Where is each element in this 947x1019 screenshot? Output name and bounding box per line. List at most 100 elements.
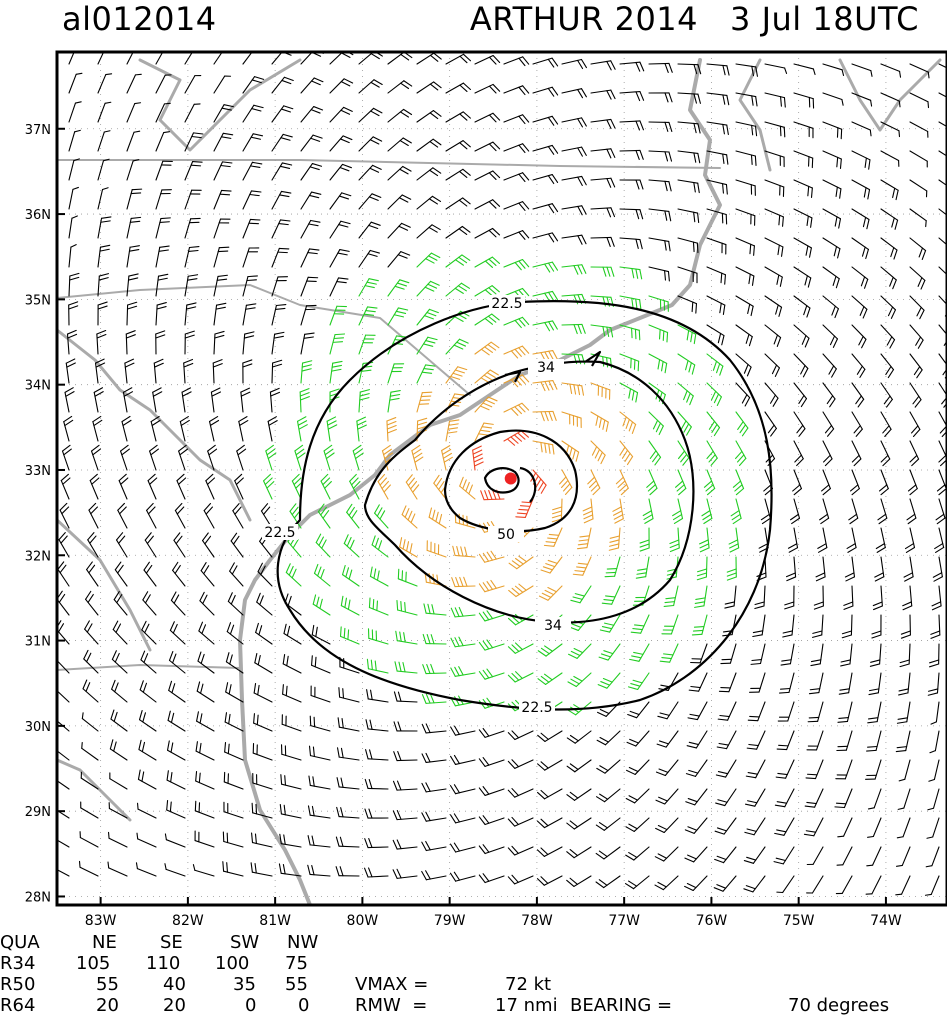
wind-barb xyxy=(445,254,471,268)
wind-barb xyxy=(566,846,592,859)
wind-barb xyxy=(164,863,186,877)
wind-barb xyxy=(394,661,418,674)
wind-barb xyxy=(646,469,658,496)
wind-barb xyxy=(166,799,186,819)
wind-barb xyxy=(837,817,853,838)
wind-barb xyxy=(538,585,563,601)
lat-tick-label: 32N xyxy=(25,549,51,564)
wind-barb xyxy=(472,445,484,471)
wind-barb xyxy=(685,788,708,806)
wind-barb xyxy=(566,875,592,887)
wind-barb xyxy=(168,680,186,703)
wind-barb xyxy=(532,203,559,214)
wind-barb xyxy=(896,817,911,839)
wind-barb xyxy=(97,244,111,268)
wind-barb xyxy=(706,208,728,225)
wind-barb xyxy=(925,846,940,868)
wind-barb xyxy=(880,324,896,349)
lat-tick-label: 28N xyxy=(25,890,51,905)
wind-barb xyxy=(898,759,911,782)
rmw-value: 17 nmi xyxy=(495,995,558,1016)
wind-barb xyxy=(283,623,302,645)
wind-barb xyxy=(735,150,757,167)
wind-barb xyxy=(677,440,690,466)
wind-barb xyxy=(421,693,447,704)
wind-barb xyxy=(626,730,650,747)
wind-barb xyxy=(532,174,559,185)
wind-barb xyxy=(96,329,107,355)
wind-barb xyxy=(532,320,558,332)
table-header-qua: QUA xyxy=(0,932,40,953)
wind-barb xyxy=(902,585,913,611)
wind-barb xyxy=(904,527,916,553)
wind-barb xyxy=(474,227,501,239)
wind-barb xyxy=(365,749,389,761)
wind-barb xyxy=(537,759,563,771)
wind-barb xyxy=(280,744,302,761)
wind-barb xyxy=(97,301,108,326)
wind-barb xyxy=(356,416,367,442)
wind-barb xyxy=(358,164,382,181)
wind-barb xyxy=(95,358,106,384)
wind-barb xyxy=(561,264,587,275)
bearing-label: BEARING = xyxy=(570,995,673,1016)
wind-barb xyxy=(421,723,447,734)
lon-tick-label: 79W xyxy=(434,913,466,929)
wind-barb xyxy=(899,643,911,668)
wind-barb xyxy=(503,172,530,183)
wind-barb xyxy=(97,158,110,181)
wind-barb xyxy=(834,788,853,809)
wind-barb xyxy=(387,390,401,413)
wind-barb xyxy=(532,115,559,126)
wind-barb xyxy=(813,585,824,610)
wind-barb xyxy=(715,788,737,807)
table-row-label: R64 xyxy=(0,995,36,1016)
wind-barb xyxy=(82,679,99,703)
wind-barb xyxy=(503,402,530,416)
wind-barb xyxy=(320,473,332,500)
wind-barb xyxy=(743,846,766,864)
wind-barb xyxy=(205,473,216,500)
wind-barb xyxy=(421,840,447,852)
wind-barb xyxy=(167,710,186,732)
wind-barb xyxy=(880,208,899,230)
wind-barb xyxy=(282,684,302,703)
wind-barb xyxy=(184,189,202,210)
wind-barb xyxy=(938,150,947,157)
wind-barb xyxy=(271,190,292,210)
wind-barb xyxy=(774,788,795,808)
wind-barb xyxy=(144,532,157,558)
wind-barb xyxy=(806,846,824,866)
wind-barb xyxy=(782,614,795,638)
wind-barb xyxy=(97,187,109,210)
wind-barb xyxy=(822,411,835,437)
wind-barb xyxy=(371,535,389,558)
wind-barb xyxy=(426,540,447,558)
wind-barb xyxy=(619,149,644,161)
wind-barb xyxy=(717,701,737,721)
wind-barb xyxy=(720,643,737,665)
wind-barb xyxy=(223,771,244,790)
wind-barb xyxy=(793,382,808,408)
lat-tick-label: 37N xyxy=(25,123,51,138)
wind-barb xyxy=(537,672,563,685)
wind-barb xyxy=(311,655,331,674)
table-cell: 20 xyxy=(96,995,119,1016)
wind-barb xyxy=(392,810,418,821)
wind-barb xyxy=(364,837,389,849)
coastline xyxy=(57,328,252,522)
wind-barb xyxy=(924,875,940,896)
wind-barb xyxy=(271,276,288,297)
contour-label: 22.5 xyxy=(491,296,522,312)
wind-barb xyxy=(851,92,873,107)
lon-tick-label: 78W xyxy=(521,913,553,929)
wind-barb xyxy=(907,469,918,496)
storm-id-title: al012014 xyxy=(62,0,217,38)
contour-fragment xyxy=(584,350,602,367)
wind-barb xyxy=(851,353,866,378)
wind-barb xyxy=(507,845,534,856)
wind-barb xyxy=(735,266,755,286)
wind-barb xyxy=(866,730,882,752)
wind-barb xyxy=(329,360,343,384)
wind-barb xyxy=(300,276,319,297)
